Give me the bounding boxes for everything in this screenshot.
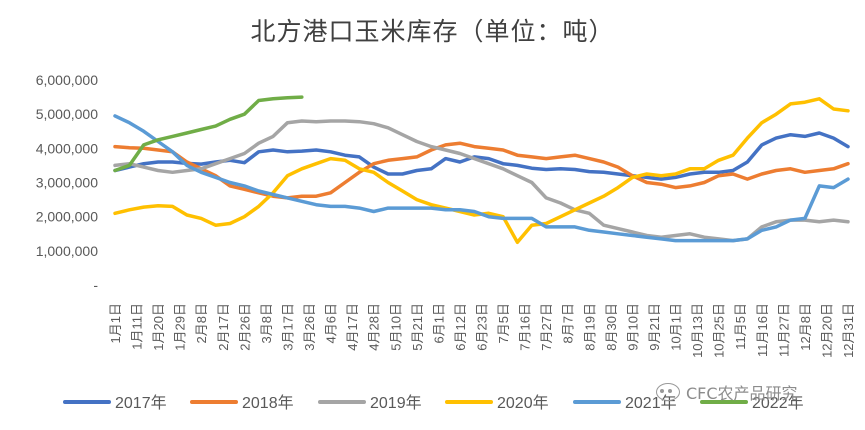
y-tick-label: 4,000,000: [36, 140, 98, 156]
wechat-icon: [656, 383, 680, 401]
legend-label: 2020年: [497, 394, 549, 412]
x-tick-label: 7月16日: [518, 303, 533, 351]
x-tick-label: 10月1日: [669, 303, 684, 351]
series-line-2017年: [113, 131, 850, 181]
x-tick-label: 3月8日: [259, 303, 274, 343]
series-layer: [113, 95, 850, 245]
x-tick-label: 12月31日: [841, 303, 856, 358]
y-tick-label: 2,000,000: [36, 209, 98, 225]
y-tick-label: 6,000,000: [36, 72, 98, 88]
series-line-2021年: [113, 114, 850, 243]
x-tick-label: 5月21日: [410, 303, 425, 351]
chart-title: 北方港口玉米库存（单位：吨）: [250, 17, 615, 46]
x-tick-label: 6月1日: [431, 303, 446, 343]
x-tick-label: 10月25日: [712, 303, 727, 358]
x-tick-label: 3月17日: [280, 303, 295, 351]
x-tick-label: 12月8日: [798, 303, 813, 351]
x-tick-label: 3月26日: [302, 303, 317, 351]
watermark: CFC农产品研究: [656, 380, 798, 404]
x-tick-label: 9月10日: [625, 303, 640, 351]
x-tick-label: 11月27日: [776, 303, 791, 357]
legend-label: 2018年: [242, 394, 294, 412]
x-tick-label: 2月26日: [237, 303, 252, 351]
x-tick-label: 5月10日: [388, 303, 403, 351]
x-tick-label: 7月27日: [539, 303, 554, 351]
y-tick-label: 1,000,000: [36, 243, 98, 259]
watermark-text: CFC农产品研究: [686, 384, 798, 403]
x-tick-label: 4月6日: [324, 303, 339, 343]
x-tick-label: 8月19日: [582, 303, 597, 351]
x-tick-label: 2月17日: [216, 303, 231, 351]
x-tick-label: 8月30日: [604, 303, 619, 351]
y-tick-label: 5,000,000: [36, 106, 98, 122]
legend-label: 2017年: [115, 394, 167, 412]
y-tick-label: -: [93, 277, 98, 293]
legend-label: 2019年: [370, 394, 422, 412]
legend: 2017年 2018年 2019年 2020年 2021年 2022年: [63, 394, 804, 412]
x-tick-label: 1月20日: [151, 303, 166, 351]
x-tick-label: 10月13日: [690, 303, 705, 358]
legend-label: 2022年: [752, 394, 804, 412]
x-tick-label: 11月16日: [755, 303, 770, 357]
x-tick-label: 1月29日: [173, 303, 188, 351]
x-tick-label: 2月8日: [194, 303, 209, 343]
x-tick-label: 4月17日: [345, 303, 360, 351]
axis-layer: 6,000,000 5,000,000 4,000,000 3,000,000 2,00…: [36, 72, 856, 358]
x-tick-label: 7月5日: [496, 303, 511, 343]
x-tick-label: 9月21日: [647, 303, 662, 351]
x-tick-label: 6月23日: [475, 303, 490, 351]
x-tick-label: 6月12日: [453, 303, 468, 351]
x-tick-label: 4月28日: [367, 303, 382, 351]
x-tick-label: 12月20日: [819, 303, 834, 358]
y-tick-label: 3,000,000: [36, 175, 98, 191]
x-tick-label: 1月11日: [130, 303, 145, 350]
x-tick-label: 11月5日: [733, 303, 748, 350]
x-tick-label: 1月1日: [108, 303, 123, 343]
x-tick-label: 8月7日: [561, 303, 576, 343]
series-line-2022年: [113, 95, 304, 173]
series-line-2018年: [113, 141, 850, 200]
